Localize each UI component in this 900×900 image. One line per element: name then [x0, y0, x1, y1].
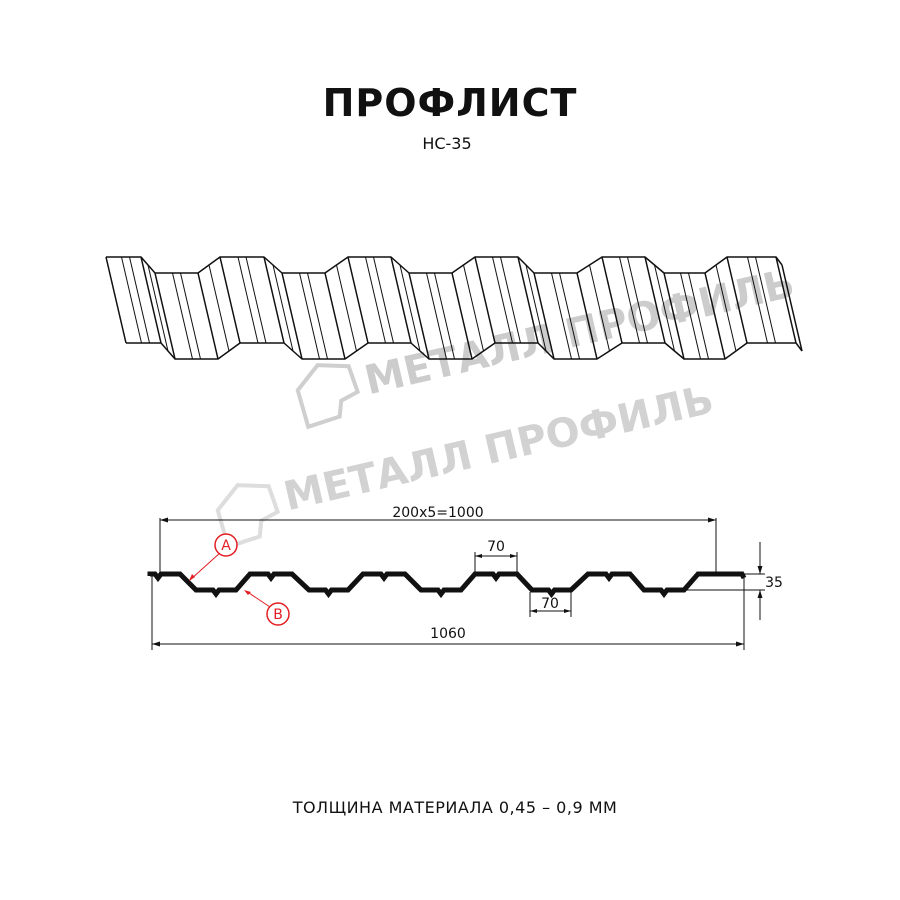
- sheet-fold-line: [140, 256, 162, 344]
- sheet-stiffener-line: [129, 256, 150, 344]
- sheet-fold-line: [644, 256, 666, 344]
- sheet-shade-line: [336, 264, 357, 352]
- sheet-stiffener-line: [365, 256, 386, 344]
- sheet-stiffener-line: [619, 256, 640, 344]
- sheet-fold-line: [105, 256, 127, 344]
- sheet-shade-line: [525, 264, 547, 352]
- sheet-fold-line: [281, 272, 303, 360]
- sheet-fold-line: [704, 272, 726, 360]
- sheet-stiffener-line: [627, 256, 648, 344]
- sheet-stiffener-line: [237, 256, 259, 344]
- sheet-fold-line: [601, 256, 623, 344]
- sheet-fold-line: [517, 256, 539, 344]
- sheet-shade-line: [147, 264, 169, 352]
- sheet-3d-view: [105, 256, 803, 360]
- sheet-fold-line: [197, 272, 219, 360]
- page-title: ПРОФЛИСТ: [323, 81, 578, 125]
- sheet-stiffener-line: [492, 256, 513, 344]
- sheet-fold-line: [408, 272, 430, 360]
- sheet-top-edge: [106, 256, 783, 274]
- sheet-shade-line: [272, 264, 294, 352]
- sheet-shade-line: [715, 264, 737, 352]
- sheet-stiffener-line: [551, 272, 572, 360]
- sheet-shade-line: [399, 264, 421, 352]
- page-subtitle: НС-35: [422, 134, 471, 153]
- sheet-fold-line: [263, 256, 285, 344]
- sheet-stiffener-line: [172, 272, 193, 360]
- sheet-shade-line: [463, 264, 484, 352]
- material-thickness: ТОЛЩИНА МАТЕРИАЛА 0,45 – 0,9 ММ: [292, 798, 618, 817]
- sheet-fold-line: [154, 272, 176, 360]
- sheet-fold-line: [451, 272, 473, 360]
- dimension-lines: [151, 518, 765, 650]
- watermark-top: МЕТАЛЛ ПРОФИЛЬ: [295, 261, 799, 430]
- callout-b-label: B: [273, 607, 283, 623]
- sheet-fold-line: [663, 272, 685, 360]
- sheet-fold-line: [775, 256, 797, 344]
- sheet-stiffener-line: [688, 272, 709, 360]
- sheet-fold-line: [576, 272, 598, 360]
- sheet-stiffener-line: [307, 272, 328, 360]
- callout-a: A: [189, 533, 238, 581]
- sheet-fold-line: [324, 272, 346, 360]
- callout-b: B: [244, 590, 290, 626]
- sheet-fold-line: [474, 256, 496, 344]
- sheet-stiffener-line: [180, 272, 201, 360]
- watermark-logo-icon: [295, 363, 361, 430]
- sheet-shade-line: [654, 264, 675, 352]
- watermark-bottom: МЕТАЛЛ ПРОФИЛЬ: [215, 377, 718, 550]
- sheet-fold-line: [781, 264, 803, 352]
- sheet-shade-line: [589, 264, 610, 352]
- cross-section: 200x5=1000 1060 70 70 35 A B: [147, 505, 783, 650]
- sheet-stiffener-line: [426, 272, 447, 360]
- dim-height-label: 35: [765, 575, 783, 591]
- sheet-stiffener-line: [434, 272, 455, 360]
- sheet-fold-line: [726, 256, 748, 344]
- sheet-stiffener-line: [680, 272, 701, 360]
- sheet-stiffener-line: [373, 256, 394, 344]
- sheet-stiffener-line: [755, 256, 776, 344]
- dim-pitch-label: 200x5=1000: [392, 505, 483, 521]
- sheet-shade-line: [208, 264, 230, 352]
- sheet-fold-line: [219, 256, 241, 344]
- sheet-stiffener-line: [747, 256, 768, 344]
- dim-top-flat-label: 70: [487, 539, 505, 555]
- sheet-fold-line: [347, 256, 369, 344]
- dim-width-label: 1060: [430, 626, 466, 642]
- dimension-arrows: [152, 517, 763, 647]
- profile-line: [147, 571, 747, 599]
- sheet-fold-line: [533, 272, 555, 360]
- sheet-stiffener-line: [559, 272, 580, 360]
- dim-bottom-flat-label: 70: [541, 596, 559, 612]
- sheet-stiffener-line: [500, 256, 521, 344]
- callout-a-label: A: [221, 538, 231, 554]
- sheet-stiffener-line: [299, 272, 320, 360]
- sheet-fold-line: [390, 256, 412, 344]
- sheet-stiffener-line: [245, 256, 267, 344]
- sheet-stiffener-line: [121, 256, 142, 344]
